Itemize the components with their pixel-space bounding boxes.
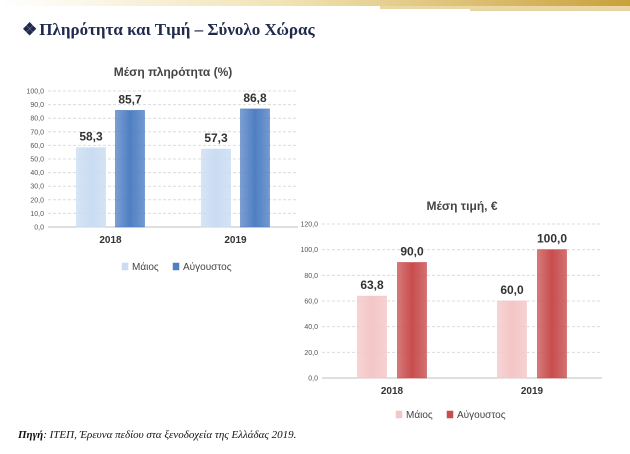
page-title: ❖ Πληρότητα και Τιμή – Σύνολο Χώρας [22,20,315,40]
x-tick-label: 2019 [224,235,247,246]
y-tick-label: 30,0 [30,184,44,191]
bar [537,249,567,379]
occupancy-chart: Μέση πληρότητα (%) 0,0 10,0 20,0 30,0 40,0 50,… [26,65,298,273]
bar [115,110,145,228]
bar [497,300,527,379]
legend-label: Αύγουστος [183,261,232,273]
chart-title: Μέση πληρότητα (%) [114,65,233,79]
y-tick-label: 40,0 [30,170,44,177]
x-tick-label: 2019 [521,386,544,397]
y-tick-label: 60,0 [30,143,44,150]
x-tick-label: 2018 [99,235,122,246]
data-label: 90,0 [400,245,424,259]
legend-swatch [121,262,129,271]
source-label: Πηγή [18,429,44,441]
data-label: 85,7 [118,92,142,106]
legend-label: Μάιος [406,409,433,421]
y-tick-label: 70,0 [30,129,44,136]
y-tick-label: 20,0 [30,197,44,204]
y-tick-label: 120,0 [300,222,318,229]
y-tick-label: 0,0 [34,225,44,232]
price-chart: Μέση τιμή, € 0,0 20,0 40,0 60,0 80,0 100,0 120,… [300,199,602,421]
bar [357,295,387,379]
legend-label: Αύγουστος [457,409,506,421]
x-tick-label: 2018 [381,386,404,397]
bar [76,147,106,228]
data-label: 63,8 [360,278,384,292]
chart-title: Μέση τιμή, € [427,199,498,213]
y-tick-label: 100,0 [300,247,318,254]
legend-label: Μάιος [132,261,159,273]
source-note: Πηγή: ΙΤΕΠ, Έρευνα πεδίου στα ξενοδοχεία… [18,429,296,441]
data-label: 60,0 [500,283,524,297]
source-text: : ΙΤΕΠ, Έρευνα πεδίου στα ξενοδοχεία της… [43,429,297,441]
legend-swatch [172,262,180,271]
legend-swatch [446,410,454,419]
y-tick-label: 60,0 [304,299,318,306]
y-tick-label: 50,0 [30,157,44,164]
y-tick-label: 10,0 [30,211,44,218]
y-tick-label: 0,0 [308,376,318,383]
decorative-top-bar [0,0,630,11]
y-tick-label: 40,0 [304,324,318,331]
y-tick-label: 100,0 [26,89,44,96]
page-title-text: Πληρότητα και Τιμή – Σύνολο Χώρας [39,20,315,39]
bar [201,148,231,228]
data-label: 57,3 [204,131,228,145]
y-tick-label: 80,0 [30,116,44,123]
legend-swatch [395,410,403,419]
data-label: 58,3 [79,130,103,144]
y-tick-label: 90,0 [30,102,44,109]
diamond-bullet-icon: ❖ [22,20,38,39]
bar [397,262,427,379]
bar [240,108,270,228]
y-tick-label: 20,0 [304,350,318,357]
data-label: 100,0 [537,232,567,246]
y-tick-label: 80,0 [304,273,318,280]
data-label: 86,8 [243,91,267,105]
